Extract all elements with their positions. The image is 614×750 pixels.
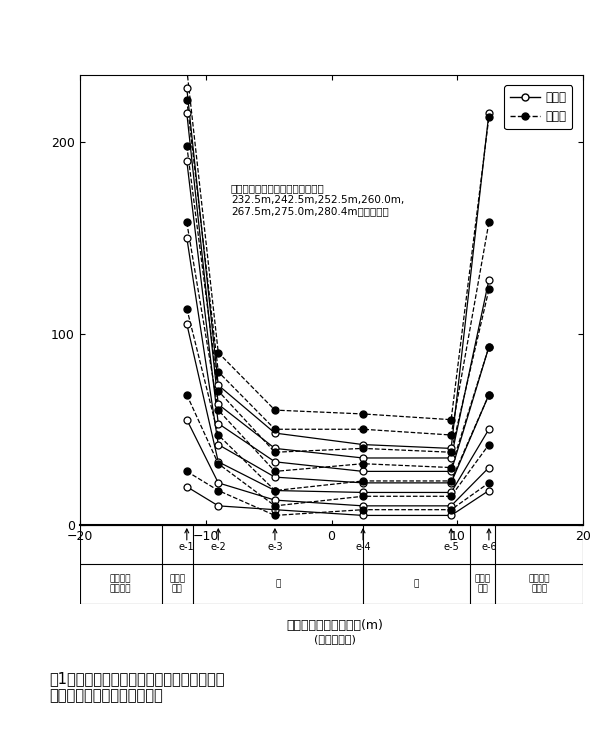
Text: e-4: e-4 xyxy=(356,542,371,552)
Text: ア: ア xyxy=(414,580,419,589)
Legend: 実測値, 計算値: 実測値, 計算値 xyxy=(504,86,572,129)
Text: e-3: e-3 xyxy=(267,542,282,552)
Text: フィル
ター: フィル ター xyxy=(475,574,491,594)
Text: コ: コ xyxy=(275,580,281,589)
Text: e-5: e-5 xyxy=(443,542,459,552)
Text: e-2: e-2 xyxy=(211,542,226,552)
Text: フィル
ター: フィル ター xyxy=(169,574,185,594)
Text: トランジ
ション１: トランジ ション１ xyxy=(110,574,131,594)
Text: (下流側が正): (下流側が正) xyxy=(314,634,356,644)
Text: 中心軸からの水平距離(m): 中心軸からの水平距離(m) xyxy=(286,619,383,632)
Text: 実測値・計算値共に、下から順に
232.5m,242.5m,252.5m,260.0m,
267.5m,275.0m,280.4m盛り立て時: 実測値・計算値共に、下から順に 232.5m,242.5m,252.5m,260… xyxy=(231,183,404,216)
Text: トランジ
ション: トランジ ション xyxy=(529,574,550,594)
Text: e-6: e-6 xyxy=(481,542,497,552)
Text: e-1: e-1 xyxy=(179,542,195,552)
Text: 図1．　土圧計で計測された鲛直土圧分布の
　　発達状況と築堤解析結果: 図1． 土圧計で計測された鲛直土圧分布の 発達状況と築堤解析結果 xyxy=(49,671,225,704)
